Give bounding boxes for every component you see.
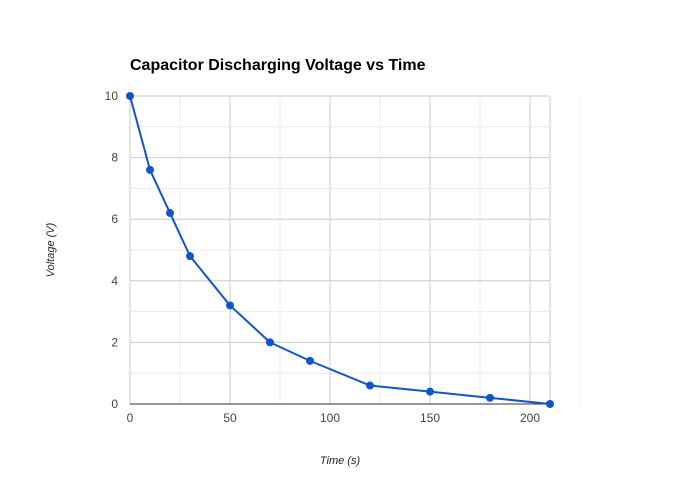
- data-point[interactable]: [146, 165, 154, 174]
- minor-gridlines: [130, 96, 581, 404]
- data-point[interactable]: [166, 209, 174, 218]
- y-tick-label: 6: [111, 212, 118, 226]
- y-tick-label: 8: [111, 151, 118, 165]
- y-axis-label: Voltage (V): [45, 222, 57, 278]
- x-axis-label: Time (s): [319, 455, 361, 467]
- data-point[interactable]: [306, 356, 314, 365]
- x-tick-label: 0: [127, 411, 134, 425]
- y-tick-labels: 0 2 4 6 8 10: [105, 89, 119, 411]
- data-point[interactable]: [426, 387, 434, 396]
- data-point[interactable]: [366, 381, 374, 390]
- x-tick-label: 200: [520, 411, 540, 425]
- major-gridlines: [129, 95, 551, 405]
- x-tick-labels: 0 50 100 150 200: [127, 411, 541, 425]
- x-tick-label: 50: [223, 411, 237, 425]
- data-point[interactable]: [186, 252, 194, 261]
- data-point[interactable]: [126, 92, 134, 100]
- x-tick-label: 100: [320, 411, 340, 425]
- y-tick-label: 0: [111, 397, 118, 411]
- data-point[interactable]: [226, 301, 234, 310]
- x-tick-label: 150: [420, 411, 440, 425]
- data-point[interactable]: [546, 400, 554, 408]
- y-tick-label: 2: [111, 335, 118, 349]
- series-layer: [126, 92, 554, 408]
- data-point[interactable]: [266, 338, 274, 347]
- y-tick-label: 4: [111, 274, 118, 288]
- y-tick-label: 10: [105, 89, 119, 103]
- chart-title: Capacitor Discharging Voltage vs Time: [130, 57, 426, 74]
- data-point[interactable]: [486, 393, 494, 402]
